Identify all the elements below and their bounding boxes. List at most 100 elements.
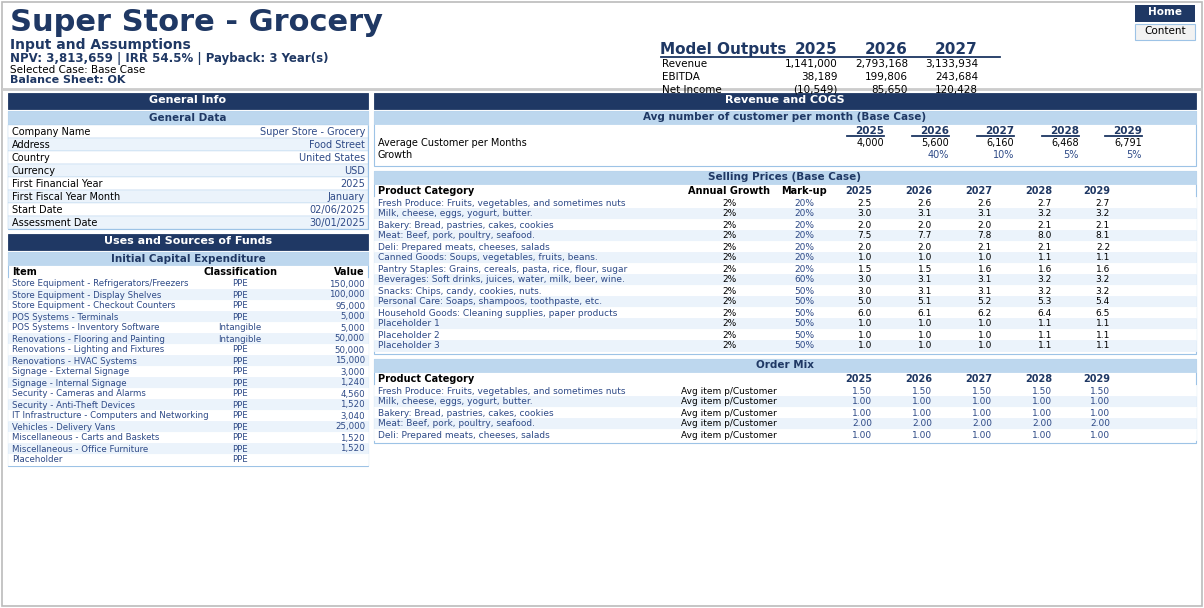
FancyBboxPatch shape — [374, 171, 1196, 184]
Text: 2.1: 2.1 — [1038, 221, 1052, 229]
FancyBboxPatch shape — [374, 252, 1196, 263]
Text: 20%: 20% — [793, 198, 814, 207]
Text: 1,520: 1,520 — [341, 401, 365, 410]
Text: 2027: 2027 — [985, 126, 1014, 136]
Text: PPE: PPE — [232, 367, 248, 376]
Text: 1.50: 1.50 — [972, 387, 992, 395]
Text: Currency: Currency — [12, 166, 57, 176]
Text: PPE: PPE — [232, 291, 248, 300]
Text: 6.4: 6.4 — [1038, 308, 1052, 317]
Text: POS Systems - Inventory Software: POS Systems - Inventory Software — [12, 323, 159, 333]
Text: 1.0: 1.0 — [978, 331, 992, 339]
Text: Deli: Prepared meats, cheeses, salads: Deli: Prepared meats, cheeses, salads — [378, 243, 550, 252]
Text: 2%: 2% — [722, 275, 736, 285]
Text: 2%: 2% — [722, 342, 736, 350]
FancyBboxPatch shape — [374, 307, 1196, 318]
FancyBboxPatch shape — [1041, 135, 1079, 136]
Text: 1.0: 1.0 — [978, 342, 992, 350]
Text: Beverages: Soft drinks, juices, water, milk, beer, wine.: Beverages: Soft drinks, juices, water, m… — [378, 275, 625, 285]
FancyBboxPatch shape — [8, 311, 368, 322]
Text: 6.2: 6.2 — [978, 308, 992, 317]
Text: 50%: 50% — [793, 297, 814, 306]
FancyBboxPatch shape — [8, 177, 368, 190]
FancyBboxPatch shape — [374, 359, 1196, 372]
Text: Avg item p/Customer: Avg item p/Customer — [681, 409, 777, 418]
Text: 60%: 60% — [793, 275, 814, 285]
FancyBboxPatch shape — [8, 93, 368, 109]
Text: 1.0: 1.0 — [857, 319, 872, 328]
Text: Placeholder: Placeholder — [12, 455, 63, 465]
Text: 1.00: 1.00 — [911, 398, 932, 407]
Text: Annual Growth: Annual Growth — [687, 186, 771, 196]
FancyBboxPatch shape — [374, 111, 1196, 124]
Text: 2026: 2026 — [866, 42, 908, 57]
FancyBboxPatch shape — [2, 88, 1202, 89]
Text: 4,560: 4,560 — [341, 390, 365, 398]
Text: 3,040: 3,040 — [341, 412, 365, 421]
Text: Net Income: Net Income — [662, 85, 721, 95]
Text: 2.7: 2.7 — [1096, 198, 1110, 207]
FancyBboxPatch shape — [374, 329, 1196, 340]
FancyBboxPatch shape — [976, 135, 1014, 136]
Text: Input and Assumptions: Input and Assumptions — [10, 38, 190, 52]
Text: Product Category: Product Category — [378, 186, 474, 196]
FancyBboxPatch shape — [8, 190, 368, 203]
Text: 2.0: 2.0 — [917, 221, 932, 229]
Text: Meat: Beef, pork, poultry, seafood.: Meat: Beef, pork, poultry, seafood. — [378, 420, 535, 429]
Text: 6.5: 6.5 — [1096, 308, 1110, 317]
Text: 5.1: 5.1 — [917, 297, 932, 306]
Text: Placeholder 3: Placeholder 3 — [378, 342, 439, 350]
Text: Renovations - Flooring and Painting: Renovations - Flooring and Painting — [12, 334, 165, 344]
FancyBboxPatch shape — [8, 454, 368, 465]
Text: Model Outputs: Model Outputs — [660, 42, 786, 57]
Text: 2028: 2028 — [1050, 126, 1079, 136]
Text: 20%: 20% — [793, 243, 814, 252]
FancyBboxPatch shape — [8, 111, 368, 229]
Text: 1.00: 1.00 — [972, 409, 992, 418]
Text: Item: Item — [12, 267, 37, 277]
Text: Avg item p/Customer: Avg item p/Customer — [681, 398, 777, 407]
FancyBboxPatch shape — [8, 138, 368, 151]
Text: 7.7: 7.7 — [917, 232, 932, 241]
FancyBboxPatch shape — [374, 396, 1196, 407]
Text: 6.1: 6.1 — [917, 308, 932, 317]
Text: 1.1: 1.1 — [1038, 319, 1052, 328]
Text: 2%: 2% — [722, 198, 736, 207]
Text: PPE: PPE — [232, 412, 248, 421]
Text: General Data: General Data — [149, 113, 226, 123]
Text: 2025: 2025 — [796, 42, 838, 57]
Text: 1.0: 1.0 — [917, 254, 932, 263]
Text: 85,650: 85,650 — [872, 85, 908, 95]
FancyBboxPatch shape — [374, 340, 1196, 351]
Text: 3.2: 3.2 — [1096, 275, 1110, 285]
Text: 4,000: 4,000 — [856, 138, 884, 148]
Text: 25,000: 25,000 — [335, 423, 365, 432]
FancyBboxPatch shape — [374, 274, 1196, 285]
Text: 3.1: 3.1 — [978, 210, 992, 218]
Text: 5.0: 5.0 — [857, 297, 872, 306]
Text: USD: USD — [344, 166, 365, 176]
Text: Signage - Internal Signage: Signage - Internal Signage — [12, 379, 126, 387]
Text: Start Date: Start Date — [12, 205, 63, 215]
Text: 1.0: 1.0 — [978, 319, 992, 328]
Text: 2026: 2026 — [905, 186, 932, 196]
Text: 2,793,168: 2,793,168 — [855, 59, 908, 69]
Text: 2.1: 2.1 — [1096, 221, 1110, 229]
FancyBboxPatch shape — [374, 407, 1196, 418]
Text: Average Customer per Months: Average Customer per Months — [378, 138, 527, 148]
Text: 1.00: 1.00 — [1032, 398, 1052, 407]
Text: 8.1: 8.1 — [1096, 232, 1110, 241]
Text: 2025: 2025 — [855, 126, 884, 136]
Text: Security - Anti-Theft Devices: Security - Anti-Theft Devices — [12, 401, 135, 410]
FancyBboxPatch shape — [8, 399, 368, 410]
Text: 2027: 2027 — [936, 42, 978, 57]
Text: Fresh Produce: Fruits, vegetables, and sometimes nuts: Fresh Produce: Fruits, vegetables, and s… — [378, 198, 626, 207]
FancyBboxPatch shape — [8, 252, 368, 466]
FancyBboxPatch shape — [374, 318, 1196, 329]
Text: Store Equipment - Refrigerators/Freezers: Store Equipment - Refrigerators/Freezers — [12, 280, 189, 289]
Text: Initial Capital Expenditure: Initial Capital Expenditure — [111, 254, 265, 263]
Text: 1.00: 1.00 — [972, 398, 992, 407]
Text: 1.1: 1.1 — [1038, 342, 1052, 350]
Text: Avg item p/Customer: Avg item p/Customer — [681, 430, 777, 440]
Text: 1.00: 1.00 — [852, 409, 872, 418]
